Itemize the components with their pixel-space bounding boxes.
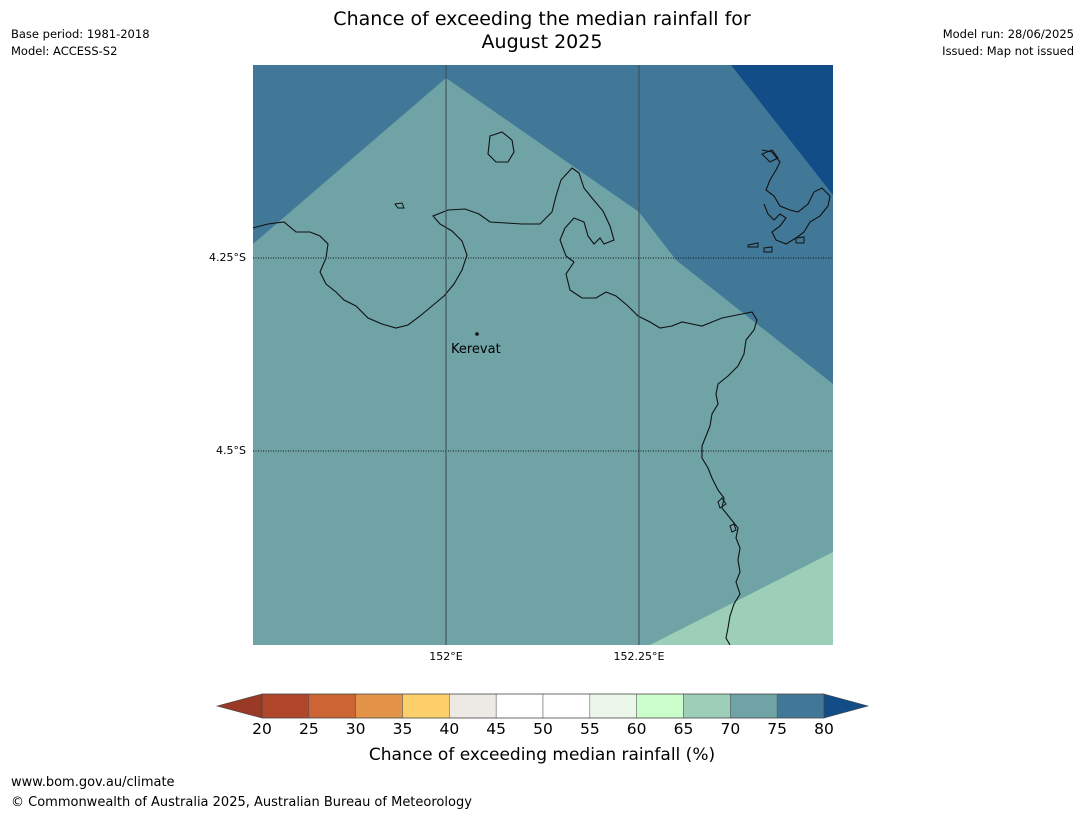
colorbar-label: Chance of exceeding median rainfall (%) <box>368 745 716 765</box>
colorbar-segment <box>542 693 591 719</box>
lat-label-4-5: 4.5°S <box>216 444 246 457</box>
region-above-80 <box>731 65 833 195</box>
colorbar-tick-label: 45 <box>486 720 507 738</box>
region-65-70 <box>650 552 833 645</box>
colorbar-segment <box>636 693 684 719</box>
island-east-small-3 <box>795 236 805 244</box>
rainfall-probability-regions <box>253 65 833 645</box>
colorbar-segment <box>683 693 731 719</box>
island-east-small-1 <box>747 242 759 248</box>
graticule <box>253 65 833 645</box>
island-north <box>487 131 515 163</box>
colorbar-segment <box>261 693 310 719</box>
colorbar-tick-label: 30 <box>345 720 366 738</box>
model-run: Model run: 28/06/2025 <box>942 27 1074 41</box>
lon-label-152-25: 152.25°E <box>613 650 665 663</box>
colorbar-segment <box>730 693 778 719</box>
region-75-80 <box>253 65 833 384</box>
colorbar-segment <box>308 693 356 719</box>
kerevat-marker <box>475 332 479 336</box>
colorbar-tick-label: 65 <box>673 720 694 738</box>
island-east-small-4 <box>761 149 779 163</box>
map-title: Chance of exceeding the median rainfall … <box>242 8 842 54</box>
base-period: Base period: 1981-2018 <box>11 27 150 41</box>
colorbar-tick-label: 55 <box>579 720 600 738</box>
colorbar-tick-label: 35 <box>392 720 413 738</box>
colorbar-over-arrow <box>823 693 870 719</box>
lat-label-4-25: 4.25°S <box>209 251 246 264</box>
colorbar-tick-label: 75 <box>767 720 788 738</box>
colorbar-tick-label: 70 <box>720 720 741 738</box>
colorbar-segments <box>261 693 825 719</box>
colorbar-tick-label: 50 <box>533 720 553 738</box>
run-info: Model run: 28/06/2025 Issued: Map not is… <box>942 26 1074 60</box>
lon-label-152: 152°E <box>429 650 463 663</box>
colorbar-tick-label: 20 <box>252 720 272 738</box>
model-name: Model: ACCESS-S2 <box>11 44 118 58</box>
title-line-1: Chance of exceeding the median rainfall … <box>333 8 751 30</box>
model-info: Base period: 1981-2018 Model: ACCESS-S2 <box>11 26 150 60</box>
place-label-kerevat: Kerevat <box>451 342 501 357</box>
colorbar-under-arrow <box>215 693 263 719</box>
colorbar <box>215 693 870 719</box>
colorbar-segment <box>449 693 497 719</box>
colorbar-segment <box>589 693 637 719</box>
colorbar-tick-label: 25 <box>298 720 319 738</box>
title-line-2: August 2025 <box>481 31 603 53</box>
island-east-small-2 <box>763 246 773 253</box>
footer-url[interactable]: www.bom.gov.au/climate <box>11 775 175 790</box>
colorbar-segment <box>776 693 825 719</box>
footer-copyright: © Commonwealth of Australia 2025, Austra… <box>11 795 472 810</box>
island-west-small <box>394 202 405 209</box>
coastline-east-peninsula <box>761 149 831 245</box>
issued-status: Issued: Map not issued <box>942 44 1074 58</box>
colorbar-tick-label: 40 <box>439 720 460 738</box>
colorbar-outline <box>261 693 825 719</box>
colorbar-tick-label: 60 <box>626 720 647 738</box>
coastline-main <box>253 167 758 645</box>
colorbar-segment <box>495 693 544 719</box>
colorbar-segment <box>355 693 403 719</box>
colorbar-segment <box>402 693 450 719</box>
coastline-detail-inlet <box>717 497 737 533</box>
colorbar-tick-label: 80 <box>814 720 834 738</box>
